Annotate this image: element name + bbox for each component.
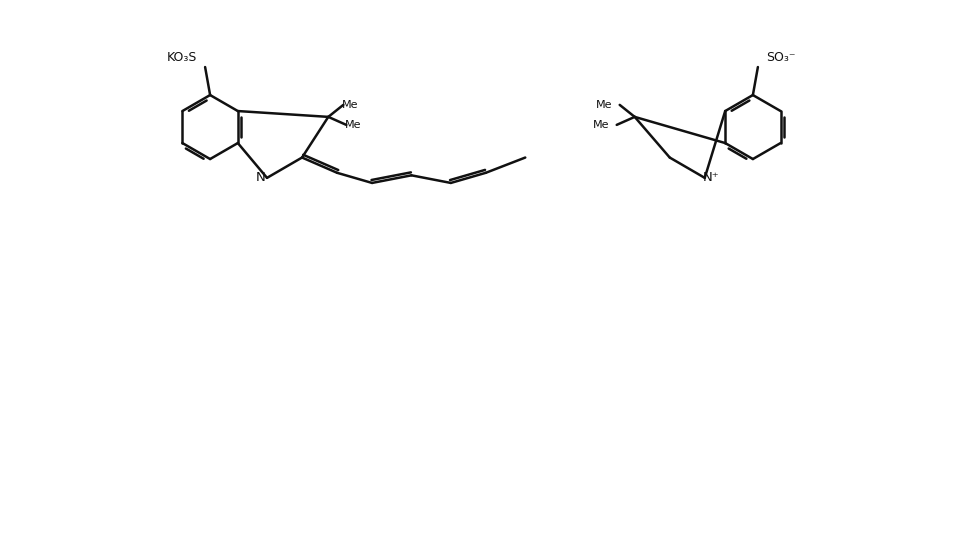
Text: SO₃⁻: SO₃⁻: [766, 50, 795, 64]
Text: Me: Me: [596, 100, 612, 110]
Text: KO₃S: KO₃S: [167, 50, 197, 64]
Text: N⁺: N⁺: [702, 172, 719, 184]
Text: Me: Me: [593, 120, 610, 130]
Text: N: N: [256, 172, 266, 184]
Text: Me: Me: [342, 100, 358, 110]
Text: Me: Me: [345, 120, 361, 130]
